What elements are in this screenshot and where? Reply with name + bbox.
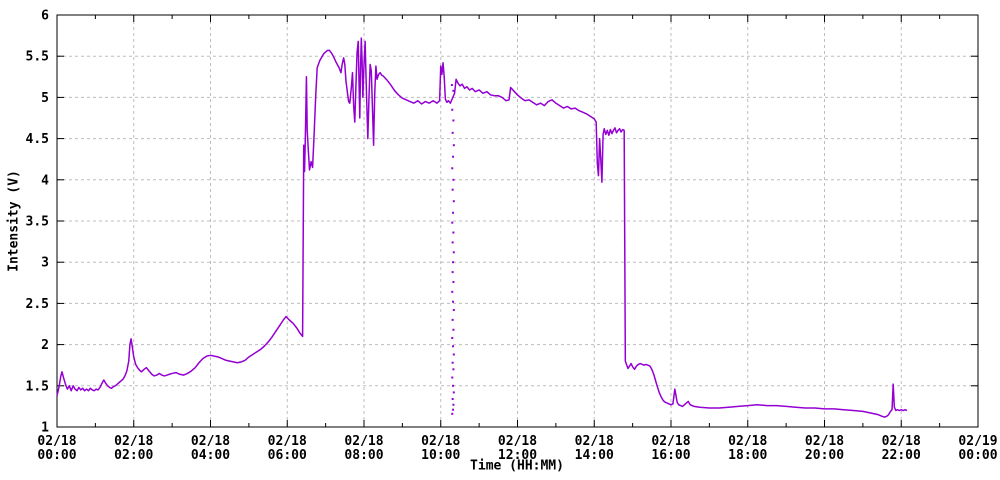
y-tick-label: 3 <box>41 256 49 271</box>
intensity-line <box>56 37 908 418</box>
x-tick-label-date: 02/18 <box>421 434 460 449</box>
y-tick-label: 4 <box>41 173 49 188</box>
y-tick-label: 1.5 <box>26 379 49 394</box>
x-tick-label-time: 00:00 <box>37 448 76 463</box>
axis-ticks <box>56 14 979 428</box>
x-tick-label-date: 02/18 <box>651 434 690 449</box>
y-tick-label: 4.5 <box>26 132 49 147</box>
x-tick-labels: 02/1800:0002/1802:0002/1804:0002/1806:00… <box>37 434 997 463</box>
y-axis-title: Intensity (V) <box>6 170 22 272</box>
x-tick-label-time: 16:00 <box>651 448 690 463</box>
x-tick-label-date: 02/18 <box>344 434 383 449</box>
x-tick-label-time: 08:00 <box>344 448 383 463</box>
x-tick-label-time: 00:00 <box>958 448 997 463</box>
x-tick-label-time: 04:00 <box>191 448 230 463</box>
x-tick-label-time: 14:00 <box>575 448 614 463</box>
x-tick-label-date: 02/18 <box>575 434 614 449</box>
x-tick-label-time: 18:00 <box>728 448 767 463</box>
y-tick-label: 3.5 <box>26 215 49 230</box>
dropout-scatter-points <box>450 84 455 415</box>
x-tick-label-date: 02/18 <box>805 434 844 449</box>
y-tick-labels: 1 1.5 2 2.5 3 3.5 4 4.5 5 5.5 6 <box>26 9 50 436</box>
x-tick-label-date: 02/18 <box>728 434 767 449</box>
x-tick-label-date: 02/18 <box>498 434 537 449</box>
x-tick-label-date: 02/18 <box>882 434 921 449</box>
y-tick-label: 5.5 <box>26 50 49 65</box>
x-tick-label-time: 10:00 <box>421 448 460 463</box>
y-tick-label: 1 <box>41 421 49 436</box>
y-tick-label: 2.5 <box>26 297 49 312</box>
y-tick-label: 6 <box>41 9 49 24</box>
x-tick-label-time: 22:00 <box>882 448 921 463</box>
x-tick-label-time: 12:00 <box>498 448 537 463</box>
y-tick-label: 5 <box>41 91 49 106</box>
x-tick-label-date: 02/18 <box>268 434 307 449</box>
x-tick-label-time: 20:00 <box>805 448 844 463</box>
x-tick-label-time: 02:00 <box>114 448 153 463</box>
x-tick-label-time: 06:00 <box>268 448 307 463</box>
x-axis-title: Time (HH:MM) <box>470 458 564 474</box>
x-tick-label-date: 02/18 <box>191 434 230 449</box>
x-tick-label-date: 02/19 <box>958 434 997 449</box>
x-tick-label-date: 02/18 <box>37 434 76 449</box>
y-tick-label: 2 <box>41 338 49 353</box>
grid-lines <box>57 15 978 427</box>
x-tick-label-date: 02/18 <box>114 434 153 449</box>
